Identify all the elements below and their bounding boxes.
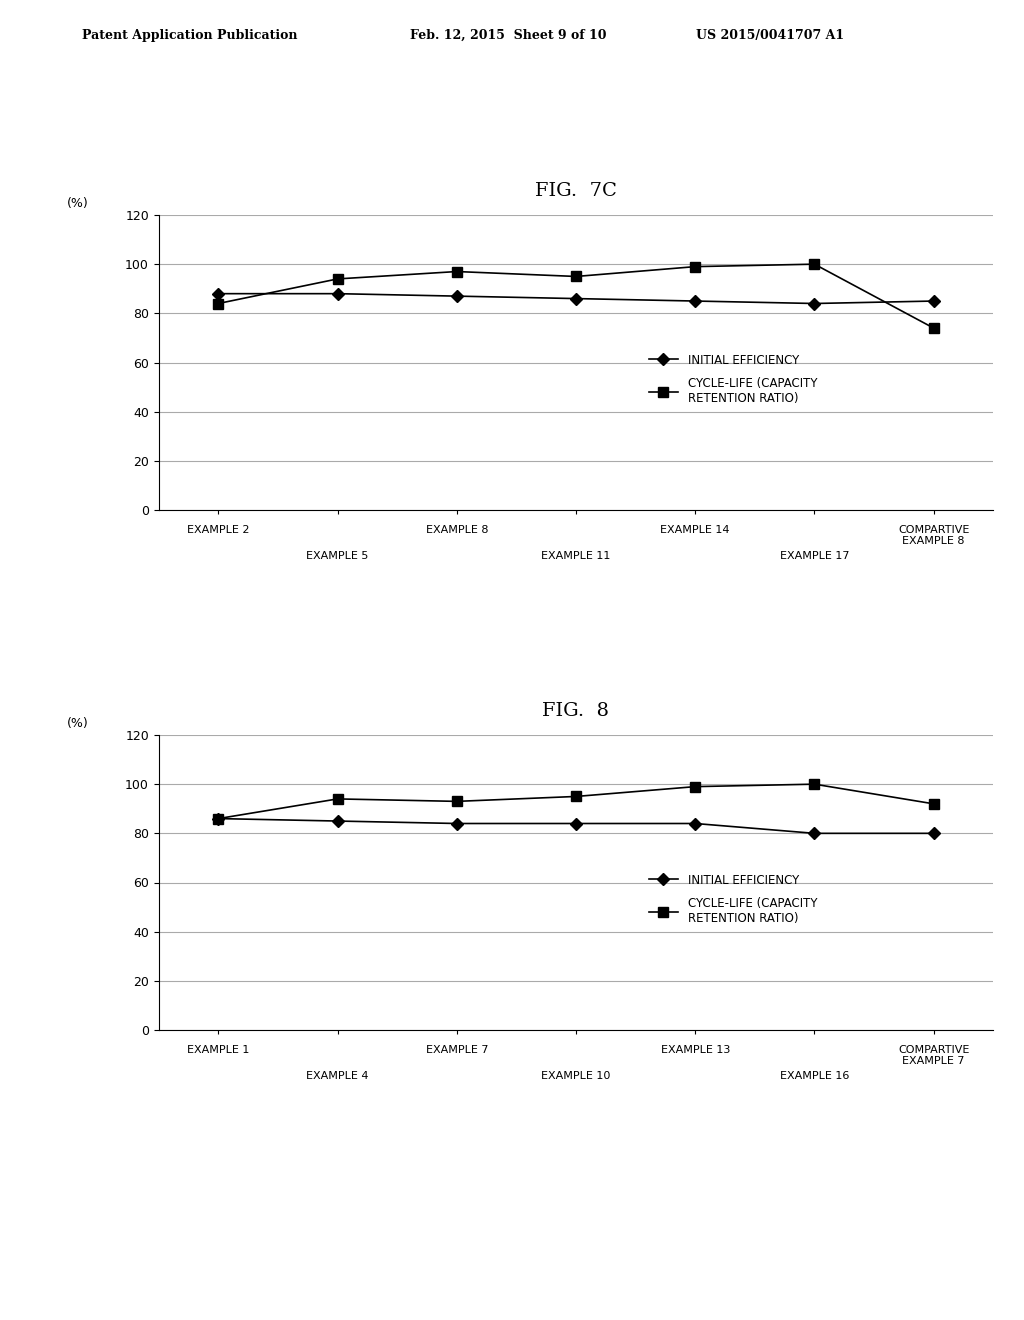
INITIAL EFFICIENCY xyxy=(332,813,344,829)
Text: EXAMPLE 2: EXAMPLE 2 xyxy=(187,525,250,535)
INITIAL EFFICIENCY xyxy=(689,293,701,309)
INITIAL EFFICIENCY xyxy=(689,816,701,832)
CYCLE-LIFE (CAPACITY
RETENTION RATIO) xyxy=(689,779,701,795)
CYCLE-LIFE (CAPACITY
RETENTION RATIO) xyxy=(212,810,224,826)
Line: INITIAL EFFICIENCY: INITIAL EFFICIENCY xyxy=(214,289,938,308)
Line: CYCLE-LIFE (CAPACITY
RETENTION RATIO): CYCLE-LIFE (CAPACITY RETENTION RATIO) xyxy=(213,259,939,333)
CYCLE-LIFE (CAPACITY
RETENTION RATIO) xyxy=(928,321,940,337)
INITIAL EFFICIENCY xyxy=(332,285,344,301)
Text: (%): (%) xyxy=(67,197,89,210)
CYCLE-LIFE (CAPACITY
RETENTION RATIO) xyxy=(451,264,463,280)
Text: Feb. 12, 2015  Sheet 9 of 10: Feb. 12, 2015 Sheet 9 of 10 xyxy=(410,29,606,42)
INITIAL EFFICIENCY xyxy=(928,293,940,309)
CYCLE-LIFE (CAPACITY
RETENTION RATIO) xyxy=(569,788,582,804)
Text: EXAMPLE 4: EXAMPLE 4 xyxy=(306,1072,369,1081)
Text: EXAMPLE 16: EXAMPLE 16 xyxy=(779,1072,849,1081)
INITIAL EFFICIENCY xyxy=(451,816,463,832)
CYCLE-LIFE (CAPACITY
RETENTION RATIO) xyxy=(332,271,344,286)
Text: EXAMPLE 14: EXAMPLE 14 xyxy=(660,525,730,535)
Text: Patent Application Publication: Patent Application Publication xyxy=(82,29,297,42)
CYCLE-LIFE (CAPACITY
RETENTION RATIO) xyxy=(808,776,820,792)
CYCLE-LIFE (CAPACITY
RETENTION RATIO) xyxy=(212,296,224,312)
Text: EXAMPLE 7: EXAMPLE 7 xyxy=(426,1044,488,1055)
INITIAL EFFICIENCY xyxy=(808,296,820,312)
Text: EXAMPLE 1: EXAMPLE 1 xyxy=(187,1044,250,1055)
CYCLE-LIFE (CAPACITY
RETENTION RATIO) xyxy=(332,791,344,807)
Title: FIG.  8: FIG. 8 xyxy=(543,701,609,719)
CYCLE-LIFE (CAPACITY
RETENTION RATIO) xyxy=(808,256,820,272)
CYCLE-LIFE (CAPACITY
RETENTION RATIO) xyxy=(569,268,582,284)
Line: INITIAL EFFICIENCY: INITIAL EFFICIENCY xyxy=(214,814,938,837)
Text: US 2015/0041707 A1: US 2015/0041707 A1 xyxy=(696,29,845,42)
Text: EXAMPLE 8: EXAMPLE 8 xyxy=(426,525,488,535)
Text: EXAMPLE 17: EXAMPLE 17 xyxy=(779,552,849,561)
Text: COMPARTIVE
EXAMPLE 8: COMPARTIVE EXAMPLE 8 xyxy=(898,525,970,546)
CYCLE-LIFE (CAPACITY
RETENTION RATIO) xyxy=(451,793,463,809)
Line: CYCLE-LIFE (CAPACITY
RETENTION RATIO): CYCLE-LIFE (CAPACITY RETENTION RATIO) xyxy=(213,779,939,824)
Title: FIG.  7C: FIG. 7C xyxy=(536,182,616,199)
INITIAL EFFICIENCY xyxy=(451,288,463,304)
INITIAL EFFICIENCY xyxy=(212,810,224,826)
INITIAL EFFICIENCY xyxy=(212,285,224,301)
INITIAL EFFICIENCY xyxy=(808,825,820,841)
Legend: INITIAL EFFICIENCY, CYCLE-LIFE (CAPACITY
RETENTION RATIO): INITIAL EFFICIENCY, CYCLE-LIFE (CAPACITY… xyxy=(648,874,817,925)
INITIAL EFFICIENCY xyxy=(569,816,582,832)
Text: COMPARTIVE
EXAMPLE 7: COMPARTIVE EXAMPLE 7 xyxy=(898,1044,970,1067)
INITIAL EFFICIENCY xyxy=(928,825,940,841)
Legend: INITIAL EFFICIENCY, CYCLE-LIFE (CAPACITY
RETENTION RATIO): INITIAL EFFICIENCY, CYCLE-LIFE (CAPACITY… xyxy=(648,354,817,405)
Text: EXAMPLE 13: EXAMPLE 13 xyxy=(660,1044,730,1055)
CYCLE-LIFE (CAPACITY
RETENTION RATIO) xyxy=(928,796,940,812)
CYCLE-LIFE (CAPACITY
RETENTION RATIO) xyxy=(689,259,701,275)
Text: EXAMPLE 11: EXAMPLE 11 xyxy=(542,552,610,561)
Text: EXAMPLE 5: EXAMPLE 5 xyxy=(306,552,369,561)
Text: EXAMPLE 10: EXAMPLE 10 xyxy=(542,1072,610,1081)
Text: (%): (%) xyxy=(67,717,89,730)
INITIAL EFFICIENCY xyxy=(569,290,582,306)
